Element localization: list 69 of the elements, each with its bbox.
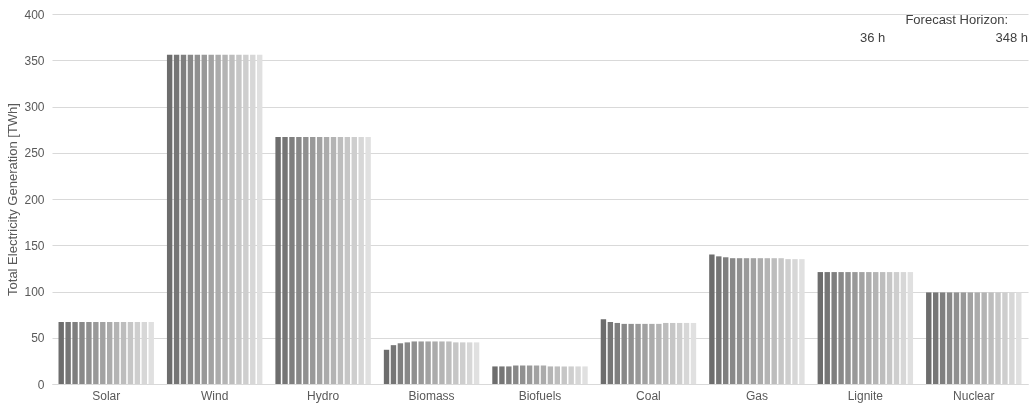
bar [323,137,330,384]
x-tick-label: Solar [92,388,121,403]
bar [960,292,967,384]
bar [614,322,620,384]
bar [526,365,533,384]
bar [743,258,750,384]
bar [540,365,547,384]
y-axis-title: Total Electricity Generation [TWh] [5,103,21,296]
bar [337,137,344,384]
bar [757,258,764,384]
annotation: Forecast Horizon: [905,12,1008,27]
bar [967,292,974,384]
bar [873,272,879,384]
bar [886,272,893,384]
bar [669,322,676,384]
bar [330,137,337,384]
x-tick-label: Gas [745,388,768,403]
bar [127,322,134,384]
x-tick-label: Lignite [847,388,884,403]
bar [383,349,390,384]
annotation: 348 h [995,30,1028,45]
x-tick-label: Biofuels [518,388,562,403]
annotation: 36 h [860,30,886,45]
y-tick-label: 400 [24,7,45,22]
bar [180,54,187,384]
y-tick-label: 200 [24,192,45,207]
x-tick-label: Nuclear [953,388,995,403]
bar [404,342,411,384]
bar [113,322,120,384]
y-tick-label: 100 [24,285,45,299]
bar [166,54,173,384]
y-tick-label: 350 [24,53,45,68]
bar [932,292,939,384]
x-tick-label: Hydro [307,388,340,403]
y-tick-label: 150 [24,238,45,253]
bar [764,258,770,384]
bar [879,272,886,384]
bar [533,365,540,384]
bar [344,137,351,384]
bar [817,272,824,384]
bar [187,54,194,384]
bar [946,292,953,384]
y-tick-label: 250 [24,146,45,161]
bar [736,258,743,384]
bar [390,345,397,384]
bar [120,322,127,384]
y-tick-label: 300 [24,100,45,114]
bar [106,322,113,384]
bar [173,54,180,384]
x-tick-label: Coal [636,388,661,403]
bar [547,366,554,384]
bar [310,137,316,384]
bar [750,258,757,384]
bar [397,343,404,384]
bar [607,322,614,384]
y-tick-label: 0 [37,377,45,392]
bar [554,366,561,384]
bar [201,54,207,384]
bar [953,292,960,384]
x-tick-label: Wind [200,388,229,403]
bar [600,319,607,384]
bar [316,137,323,384]
x-tick-label: Biomass [408,388,455,403]
bar [729,258,736,384]
bar [926,292,932,384]
bar [194,54,201,384]
bar [519,365,526,384]
bar [939,292,946,384]
y-tick-label: 50 [31,331,45,346]
